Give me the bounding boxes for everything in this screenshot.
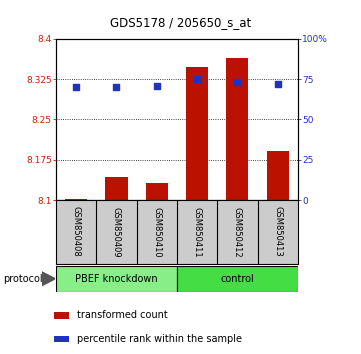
Bar	[56, 266, 177, 292]
Text: PBEF knockdown: PBEF knockdown	[75, 274, 158, 284]
Text: GSM850409: GSM850409	[112, 206, 121, 257]
Bar	[177, 266, 298, 292]
Point	[194, 76, 200, 82]
Text: percentile rank within the sample: percentile rank within the sample	[77, 334, 242, 344]
Text: transformed count: transformed count	[77, 310, 168, 320]
Bar	[145, 183, 168, 200]
Text: GSM850408: GSM850408	[71, 206, 81, 257]
Bar	[226, 58, 248, 200]
Point	[275, 81, 280, 87]
Text: GSM850413: GSM850413	[273, 206, 282, 257]
Bar	[105, 177, 127, 200]
Text: GSM850411: GSM850411	[192, 206, 201, 257]
Point	[114, 85, 119, 90]
Bar	[186, 67, 208, 200]
Point	[154, 83, 160, 88]
Polygon shape	[42, 272, 55, 286]
Text: GSM850410: GSM850410	[152, 206, 161, 257]
Point	[235, 80, 240, 85]
Text: GDS5178 / 205650_s_at: GDS5178 / 205650_s_at	[110, 16, 251, 29]
Text: control: control	[221, 274, 254, 284]
Point	[73, 85, 79, 90]
Text: GSM850412: GSM850412	[233, 206, 242, 257]
Bar	[54, 312, 69, 319]
Bar	[65, 199, 87, 200]
Bar	[54, 336, 69, 342]
Bar	[266, 150, 289, 200]
Text: protocol: protocol	[4, 274, 43, 284]
